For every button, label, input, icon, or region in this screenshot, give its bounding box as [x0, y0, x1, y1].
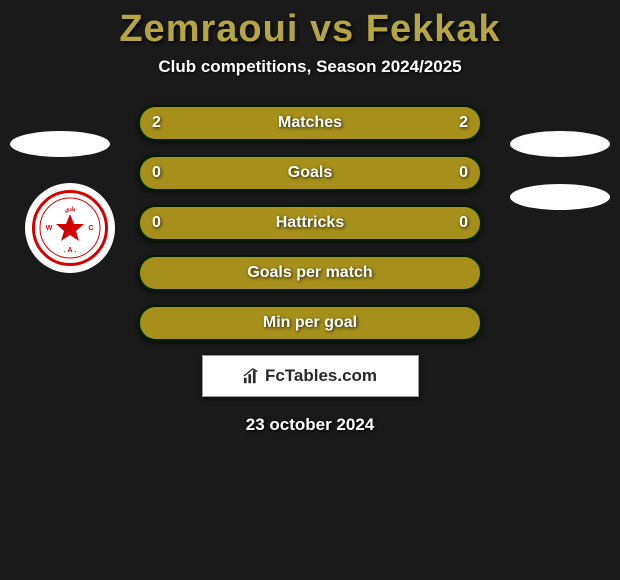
stat-bar: Goals per match [138, 255, 482, 291]
bar-fill-right [310, 157, 480, 189]
stats-bars: 2 2 Matches 0 0 Goals 0 0 Hattricks Goals per mat… [0, 105, 620, 341]
comparison-infographic: Zemraoui vs Fekkak Club competitions, Se… [0, 8, 620, 580]
stat-label: Goals per match [247, 264, 372, 282]
stat-label: Goals [288, 164, 332, 182]
stat-bar: Min per goal [138, 305, 482, 341]
page-title: Zemraoui vs Fekkak [0, 8, 620, 51]
stat-value-right: 0 [459, 214, 468, 232]
stat-label: Min per goal [263, 314, 357, 332]
bar-fill-left [140, 157, 310, 189]
date-label: 23 october 2024 [0, 415, 620, 435]
stat-bar: 2 2 Matches [138, 105, 482, 141]
stat-value-left: 2 [152, 114, 161, 132]
stat-value-right: 0 [459, 164, 468, 182]
subtitle: Club competitions, Season 2024/2025 [0, 57, 620, 77]
stat-bar: 0 0 Hattricks [138, 205, 482, 241]
branding-text: FcTables.com [265, 366, 377, 386]
stat-value-left: 0 [152, 164, 161, 182]
stat-bar: 0 0 Goals [138, 155, 482, 191]
stat-label: Matches [278, 114, 342, 132]
stat-value-right: 2 [459, 114, 468, 132]
stat-value-left: 0 [152, 214, 161, 232]
branding-box: FcTables.com [202, 355, 419, 397]
chart-icon [243, 367, 261, 385]
stat-label: Hattricks [276, 214, 344, 232]
